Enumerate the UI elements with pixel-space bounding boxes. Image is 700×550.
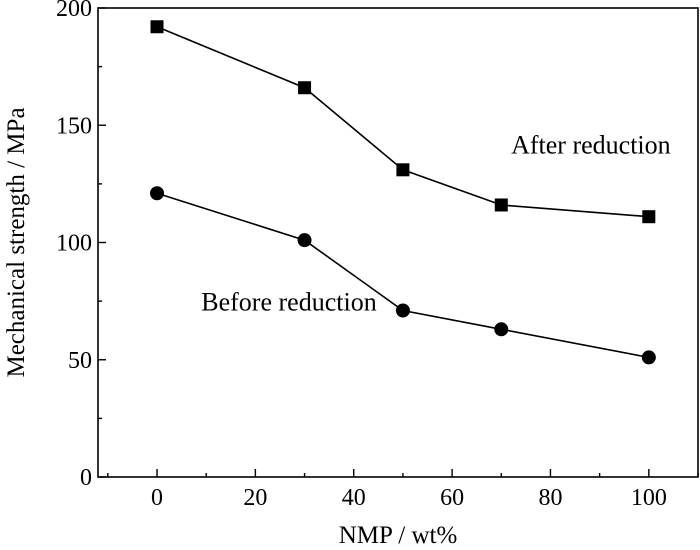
- data-point-square: [298, 81, 312, 95]
- series-line: [156, 192, 649, 359]
- data-point-square: [494, 198, 508, 212]
- data-point-circle: [395, 303, 410, 318]
- x-tick-label: 80: [538, 485, 562, 511]
- chart-series: [150, 20, 656, 365]
- y-tick-label: 150: [56, 113, 92, 139]
- y-axis-label: Mechanical strength / MPa: [3, 107, 30, 377]
- series-annotation: Before reduction: [201, 288, 376, 317]
- data-point-circle: [150, 186, 165, 201]
- x-tick-label: 0: [151, 485, 163, 511]
- series-line: [156, 26, 649, 218]
- series-after-reduction: [150, 20, 656, 224]
- data-point-square: [150, 20, 164, 34]
- data-point-circle: [641, 350, 656, 365]
- y-tick-label: 200: [56, 0, 92, 22]
- x-axis-label: NMP / wt%: [339, 522, 458, 549]
- data-point-square: [642, 210, 656, 224]
- plot-frame: [97, 7, 699, 478]
- plot-border: [97, 7, 699, 478]
- data-point-circle: [297, 233, 312, 248]
- x-tick-label: 60: [440, 485, 464, 511]
- chart-annotations: After reduction Before reduction: [201, 130, 670, 316]
- x-tick-label: 40: [342, 485, 366, 511]
- series-annotation: After reduction: [511, 130, 671, 159]
- axis-ticks: [98, 7, 699, 478]
- y-tick-label: 0: [80, 465, 92, 491]
- data-point-square: [396, 163, 410, 177]
- data-point-circle: [494, 322, 509, 337]
- y-tick-label: 100: [56, 231, 92, 257]
- series-before-reduction: [150, 186, 656, 365]
- x-tick-label: 20: [243, 485, 267, 511]
- x-tick-label: 100: [631, 485, 667, 511]
- y-tick-label: 50: [68, 348, 92, 374]
- axis-tick-labels: 0 20 40 60 80 100 0 50 100 150 200: [56, 0, 667, 511]
